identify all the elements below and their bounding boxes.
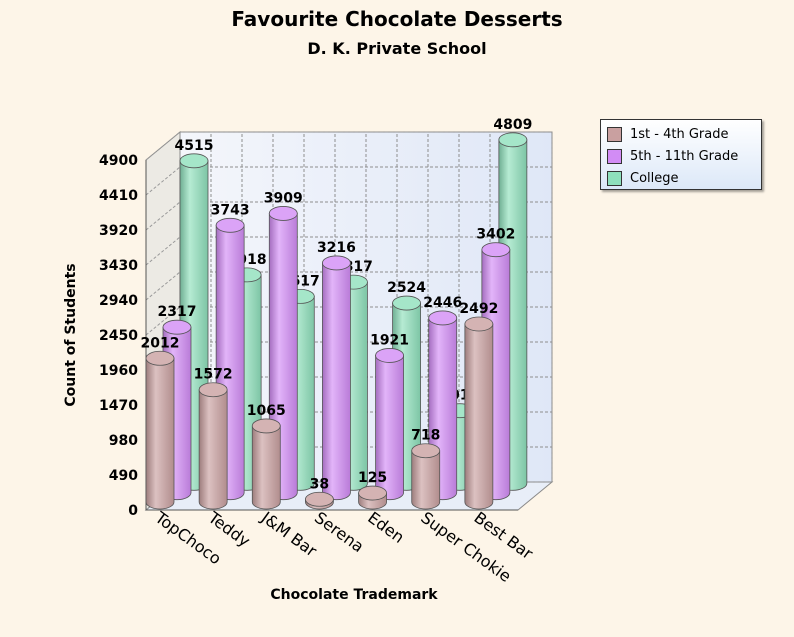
data-label: 2524 (387, 280, 426, 296)
y-tick-label: 980 (109, 433, 138, 449)
legend-swatch-series-3 (607, 170, 622, 186)
bar-1-serena: 38 (305, 476, 334, 510)
chart-subtitle: D. K. Private School (307, 39, 487, 58)
grid-line-side (145, 201, 181, 231)
data-label: 3743 (211, 202, 250, 218)
bar-1-eden: 125 (358, 470, 387, 510)
data-label: 718 (411, 428, 440, 444)
y-tick-label: 0 (128, 503, 138, 519)
bar-top (358, 485, 387, 501)
bar-top (305, 491, 334, 507)
x-tick-label: Eden (364, 508, 408, 547)
legend-item-series-1: 1st - 4th Grade (607, 125, 728, 143)
legend-item-series-3: College (607, 169, 679, 187)
grid-line-side (145, 306, 181, 336)
bar-1-j-m-bar: 1065 (247, 403, 286, 510)
bar-body (411, 450, 441, 510)
bar-top (251, 418, 281, 434)
bar-1-teddy: 1572 (194, 367, 233, 510)
legend-swatch-series-1 (607, 126, 622, 142)
y-tick-label: 3920 (99, 223, 138, 239)
data-label: 3402 (476, 227, 515, 243)
data-label: 3909 (264, 190, 303, 206)
data-label: 2492 (459, 301, 498, 317)
bar-1-topchoco: 2012 (141, 335, 180, 510)
grid-line-side (145, 166, 181, 196)
bar-2-eden: 1921 (370, 332, 409, 501)
bar-top (145, 350, 175, 366)
data-label: 4809 (493, 117, 532, 133)
bar-1-best-bar: 2492 (459, 301, 498, 510)
bar-top (268, 206, 298, 221)
bar-body (322, 262, 351, 501)
bar-top (428, 310, 458, 326)
data-label: 38 (310, 476, 329, 492)
y-tick-label: 4410 (99, 188, 138, 204)
y-tick-label: 490 (109, 468, 138, 484)
bar-top (375, 348, 404, 363)
y-tick-label: 3430 (99, 258, 138, 274)
bar-body (198, 389, 228, 510)
x-axis-title: Chocolate Trademark (270, 587, 438, 603)
grid-line-side (145, 131, 181, 161)
data-label: 125 (358, 470, 387, 486)
bar-body (145, 357, 175, 510)
grid-line-side (145, 236, 181, 266)
y-tick-label: 2450 (99, 328, 138, 344)
bar-top (162, 319, 192, 335)
bar-top (179, 153, 209, 169)
y-tick-label: 1470 (99, 398, 138, 414)
bar-2-serena: 3216 (317, 240, 356, 501)
x-tick-label: J&M Bar (257, 507, 321, 560)
data-label: 1572 (194, 367, 233, 383)
y-tick-label: 4900 (99, 153, 138, 169)
data-label: 2012 (141, 335, 180, 351)
x-tick-label: Super Chokie (417, 508, 514, 586)
legend-label-series-2: 5th - 11th Grade (630, 148, 739, 164)
data-label: 4515 (175, 138, 214, 154)
data-label: 3216 (317, 240, 356, 256)
bar-top (215, 217, 245, 233)
legend: 1st - 4th Grade 5th - 11th Grade College (600, 119, 762, 190)
bar-top (392, 295, 421, 311)
y-tick-label: 2940 (99, 293, 138, 309)
chart-title: Favourite Chocolate Desserts (231, 7, 563, 31)
bar-body (464, 323, 494, 510)
grid-line-side (145, 271, 181, 301)
data-label: 2446 (423, 295, 462, 311)
bar-top (481, 242, 511, 258)
bar-top (498, 132, 528, 148)
bar-top (198, 382, 228, 398)
bar-top (411, 443, 441, 459)
legend-label-series-1: 1st - 4th Grade (630, 126, 729, 142)
y-tick-label: 1960 (99, 363, 138, 379)
y-axis-title: Count of Students (63, 263, 79, 406)
legend-swatch-series-2 (607, 148, 622, 164)
data-label: 1065 (247, 403, 286, 419)
data-label: 2317 (158, 304, 197, 320)
data-label: 1921 (370, 332, 409, 348)
bar-top (464, 316, 494, 332)
bar-body (251, 425, 281, 510)
legend-label-series-3: College (630, 170, 679, 186)
bar-top (322, 255, 351, 271)
bar-1-super-chokie: 718 (411, 428, 441, 510)
legend-item-series-2: 5th - 11th Grade (607, 147, 738, 165)
x-tick-label: Serena (311, 508, 367, 556)
